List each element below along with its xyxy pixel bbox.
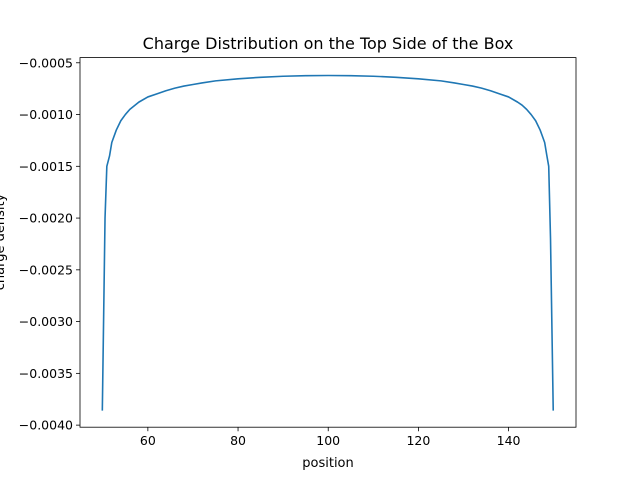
y-axis-label: charge density <box>0 193 8 290</box>
y-tick-label: −0.0030 <box>19 314 73 329</box>
series-line-0 <box>101 74 555 411</box>
x-axis-ticks: 60 80 100 120 140 <box>140 427 521 448</box>
x-tick-label: 80 <box>230 433 246 448</box>
x-tick-label: 100 <box>316 433 340 448</box>
y-tick-label: −0.0005 <box>19 55 73 70</box>
x-tick-label: 140 <box>497 433 521 448</box>
y-tick-label: −0.0010 <box>19 107 73 122</box>
chart-title: Charge Distribution on the Top Side of t… <box>143 34 514 53</box>
y-tick-label: −0.0035 <box>19 366 73 381</box>
plot-frame <box>79 57 577 428</box>
x-tick-label: 120 <box>406 433 430 448</box>
y-tick-label: −0.0040 <box>19 418 73 433</box>
y-tick-label: −0.0015 <box>19 159 73 174</box>
y-tick-label: −0.0020 <box>19 211 73 226</box>
y-tick-label: −0.0025 <box>19 262 73 277</box>
y-axis-ticks: −0.0005 −0.0010 −0.0015 −0.0020 −0.0025 −0.00… <box>19 55 80 433</box>
x-axis-label: position <box>302 456 354 471</box>
x-tick-label: 60 <box>140 433 156 448</box>
series-layer <box>101 74 555 411</box>
